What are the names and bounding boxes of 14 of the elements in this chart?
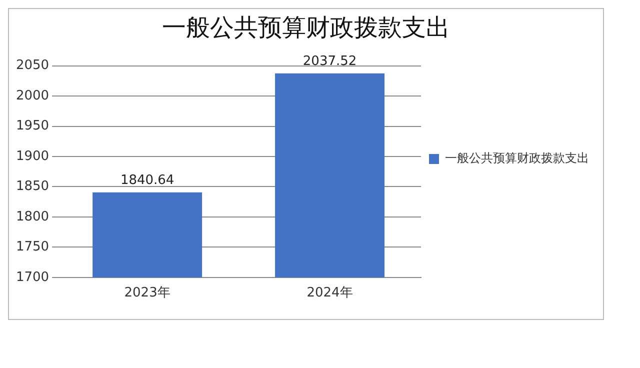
x-tick-label: 2023年 bbox=[124, 286, 170, 301]
data-label: 1840.64 bbox=[120, 173, 174, 188]
legend-label: 一般公共预算财政拨款支出 bbox=[445, 151, 589, 166]
y-tick-label: 1950 bbox=[16, 118, 50, 134]
chart-title: 一般公共预算财政拨款支出 bbox=[162, 14, 450, 42]
y-tick-label: 2050 bbox=[16, 58, 50, 74]
y-tick-label: 2000 bbox=[16, 88, 50, 104]
data-label: 2037.52 bbox=[302, 54, 357, 70]
y-tick-label: 1800 bbox=[16, 209, 50, 224]
y-tick-label: 1700 bbox=[16, 270, 50, 285]
y-tick-label: 1850 bbox=[16, 179, 50, 194]
y-tick-label: 1750 bbox=[16, 240, 50, 255]
x-tick-label: 2024年 bbox=[306, 286, 353, 301]
y-tick-label: 1900 bbox=[16, 148, 50, 164]
